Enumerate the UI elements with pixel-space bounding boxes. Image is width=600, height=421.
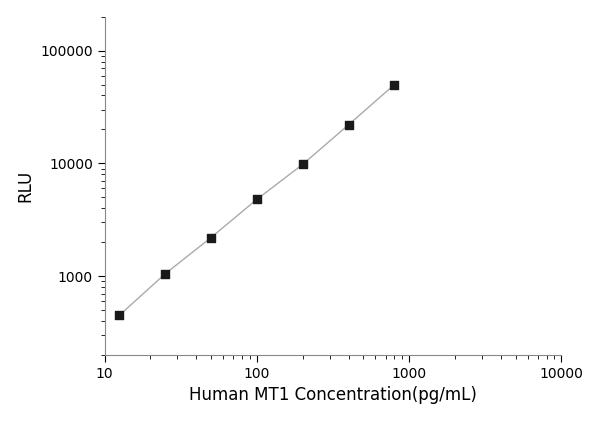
X-axis label: Human MT1 Concentration(pg/mL): Human MT1 Concentration(pg/mL) bbox=[189, 386, 477, 404]
Point bbox=[298, 161, 308, 168]
Point bbox=[344, 121, 353, 128]
Point bbox=[252, 196, 262, 203]
Point bbox=[389, 81, 399, 88]
Point bbox=[160, 270, 170, 277]
Point bbox=[115, 312, 124, 319]
Y-axis label: RLU: RLU bbox=[17, 170, 35, 202]
Point bbox=[206, 234, 216, 241]
